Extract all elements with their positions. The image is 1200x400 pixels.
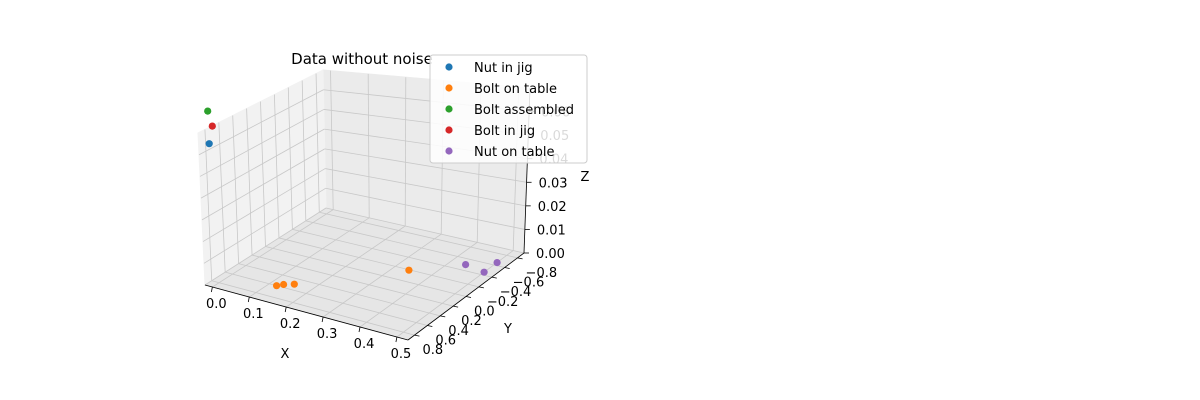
- y-tick: [517, 257, 523, 260]
- y-gridline: [211, 280, 415, 336]
- point-bolt-on-table: [290, 280, 298, 288]
- y-tick: [427, 325, 433, 327]
- y-gridline: [278, 237, 479, 288]
- z-gridline: [200, 128, 325, 199]
- y-gridline: [287, 87, 293, 230]
- z-gridline: [202, 168, 326, 242]
- z-tick-label: 0.03: [539, 176, 568, 191]
- x-tick: [395, 336, 398, 343]
- x-tick: [284, 306, 287, 313]
- z-tick-label: 0.00: [536, 247, 565, 262]
- x-axis-line: [204, 284, 409, 341]
- z-axis-label: Z: [581, 170, 590, 185]
- point-bolt-on-table: [273, 282, 281, 290]
- chart-title: Data without noise: [291, 50, 433, 68]
- point-nut-on-table: [493, 259, 501, 267]
- tick-labels: 0.00.10.20.30.40.5−0.8−0.6−0.4−0.20.00.2…: [206, 106, 570, 362]
- y-gridline: [238, 263, 441, 317]
- legend-label-bolt-in-jig: Bolt in jig: [474, 124, 535, 139]
- x-tick: [358, 326, 361, 333]
- y-tick: [465, 296, 472, 298]
- z-gridline: [199, 109, 325, 177]
- y-gridline: [315, 73, 320, 213]
- z-gridline: [204, 207, 327, 286]
- x-tick-label: 0.2: [280, 317, 301, 332]
- legend: Nut in jig Bolt on table Bolt assembled Bol…: [429, 54, 588, 164]
- legend-label-bolt-on-table: Bolt on table: [474, 82, 557, 97]
- legend-marker-nut-in-jig: [445, 63, 453, 71]
- y-gridline: [292, 228, 492, 278]
- y-tick-label: −0.4: [500, 285, 532, 300]
- y-gridline: [218, 122, 226, 273]
- legend-marker-bolt-assembled: [445, 105, 453, 113]
- y-tick: [440, 315, 446, 318]
- x-tick: [321, 316, 324, 323]
- y-gridline: [305, 220, 505, 268]
- x-gridline: [367, 73, 370, 218]
- z-gridline: [198, 89, 324, 156]
- y-gridline: [301, 80, 307, 221]
- y-gridline: [265, 246, 467, 297]
- point-nut-in-jig: [205, 140, 213, 148]
- x-tick-label: 0.0: [206, 297, 227, 312]
- y-tick-label: 0.8: [422, 343, 443, 358]
- y-tick: [504, 267, 510, 269]
- point-bolt-assembled: [204, 107, 212, 115]
- x-axis-label: X: [281, 347, 290, 362]
- y-tick: [478, 286, 484, 289]
- y-gridline: [260, 101, 266, 247]
- point-nut-on-table: [480, 268, 488, 276]
- y-tick: [491, 276, 497, 279]
- y-gridline: [251, 254, 454, 307]
- x-tick-label: 0.5: [391, 347, 412, 362]
- x-tick: [247, 296, 250, 303]
- y-tick-label: −0.6: [513, 276, 545, 291]
- y-tick: [453, 305, 459, 308]
- legend-frame: [429, 54, 588, 164]
- x-tick: [210, 286, 213, 293]
- y-gridline: [273, 94, 280, 238]
- z-tick-label: 0.02: [538, 200, 567, 215]
- y-tick-label: 0.2: [461, 314, 482, 329]
- legend-label-bolt-assembled: Bolt assembled: [474, 103, 574, 118]
- x-tick-label: 0.1: [243, 307, 264, 322]
- y-gridline: [246, 108, 253, 256]
- y-gridline: [319, 211, 518, 259]
- y-axis-label: Y: [503, 322, 512, 337]
- y-tick-label: 0.4: [448, 324, 469, 339]
- legend-marker-nut-on-table: [445, 147, 453, 155]
- legend-marker-bolt-in-jig: [445, 126, 453, 134]
- data-points: [204, 107, 501, 290]
- y-tick-label: 0.0: [474, 305, 495, 320]
- point-nut-on-table: [462, 261, 470, 269]
- legend-label-nut-on-table: Nut on table: [474, 145, 554, 160]
- y-tick: [414, 334, 420, 337]
- x-tick-label: 0.3: [317, 327, 338, 342]
- point-bolt-on-table: [280, 280, 288, 289]
- z-gridline: [325, 187, 525, 230]
- y-tick-label: 0.6: [435, 334, 456, 349]
- y-gridline: [232, 115, 240, 264]
- y-gridline: [204, 129, 213, 281]
- z-gridline: [203, 187, 326, 264]
- gridlines: [198, 70, 530, 338]
- point-bolt-on-table: [405, 266, 413, 274]
- point-bolt-in-jig: [208, 122, 216, 130]
- legend-marker-bolt-on-table: [445, 84, 453, 92]
- x-tick-label: 0.4: [354, 337, 375, 352]
- y-tick-label: −0.8: [526, 266, 558, 281]
- y-gridline: [225, 271, 428, 326]
- z-gridline: [325, 207, 525, 254]
- z-tick-label: 0.01: [537, 223, 566, 238]
- x-gridline: [330, 70, 334, 210]
- y-tick-label: −0.2: [487, 295, 519, 310]
- z-gridline: [325, 168, 526, 207]
- x-gridline: [404, 77, 407, 227]
- legend-label-nut-in-jig: Nut in jig: [474, 61, 533, 76]
- z-gridline: [201, 148, 325, 221]
- z-gridline: [324, 148, 527, 183]
